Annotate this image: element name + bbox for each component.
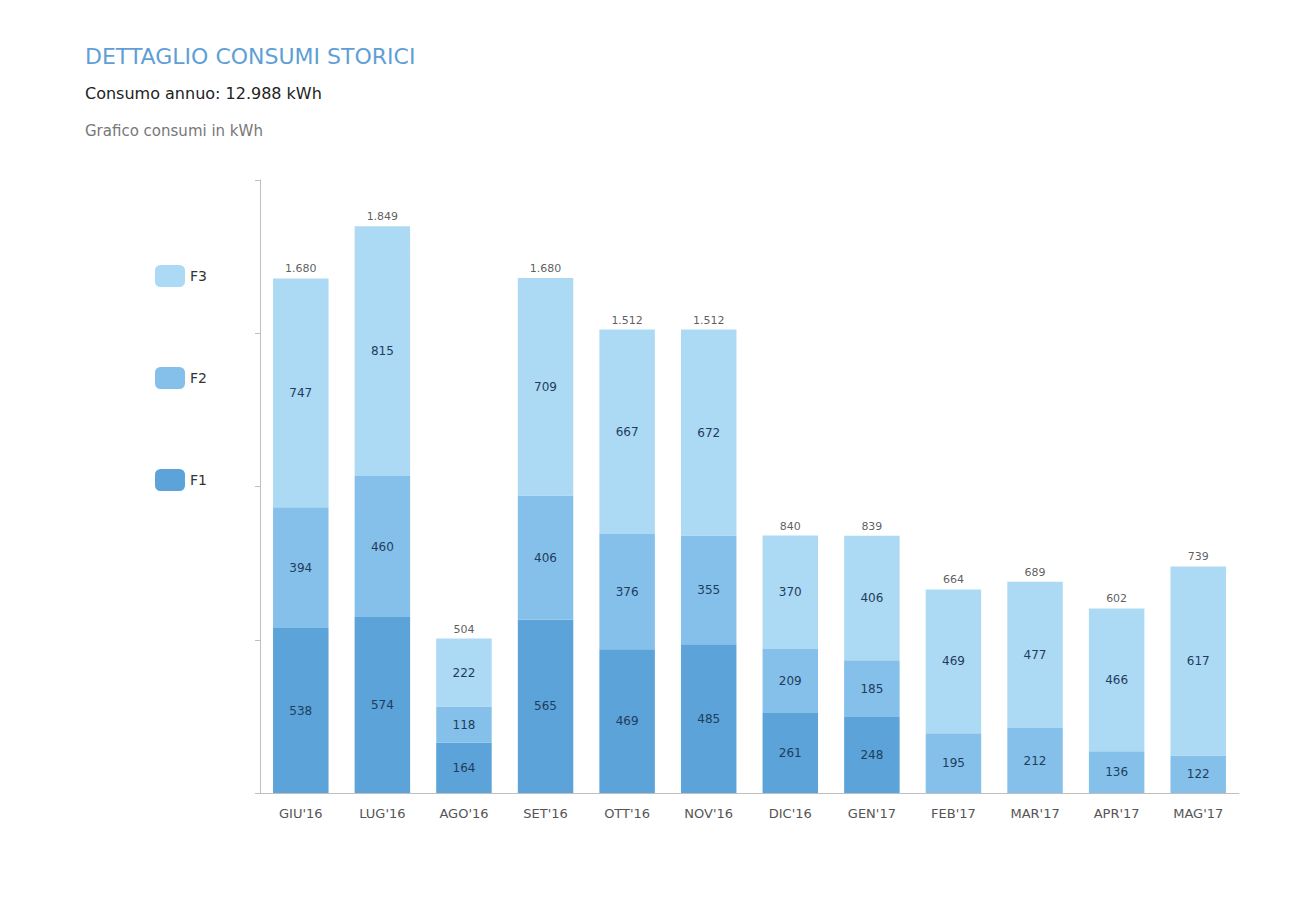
svg-text:504: 504 — [453, 623, 474, 636]
svg-text:1.680: 1.680 — [285, 262, 317, 275]
svg-text:406: 406 — [534, 551, 557, 565]
svg-text:MAG'17: MAG'17 — [1173, 806, 1223, 821]
svg-text:FEB'17: FEB'17 — [931, 806, 976, 821]
svg-text:GIU'16: GIU'16 — [279, 806, 323, 821]
svg-text:AGO'16: AGO'16 — [439, 806, 488, 821]
svg-text:185: 185 — [860, 682, 883, 696]
svg-text:469: 469 — [942, 654, 965, 668]
svg-text:672: 672 — [697, 426, 720, 440]
svg-text:839: 839 — [861, 520, 882, 533]
svg-text:122: 122 — [1187, 767, 1210, 781]
svg-text:565: 565 — [534, 699, 557, 713]
svg-text:NOV'16: NOV'16 — [684, 806, 733, 821]
svg-text:209: 209 — [779, 674, 802, 688]
svg-text:406: 406 — [860, 591, 883, 605]
svg-text:118: 118 — [453, 718, 476, 732]
svg-text:602: 602 — [1106, 592, 1127, 605]
svg-text:261: 261 — [779, 746, 802, 760]
svg-text:195: 195 — [942, 756, 965, 770]
svg-text:F2: F2 — [190, 370, 207, 386]
svg-text:1.512: 1.512 — [693, 314, 725, 327]
svg-text:212: 212 — [1024, 754, 1047, 768]
svg-text:DIC'16: DIC'16 — [769, 806, 812, 821]
svg-text:GEN'17: GEN'17 — [848, 806, 896, 821]
svg-text:Grafico consumi in kWh: Grafico consumi in kWh — [85, 122, 263, 140]
svg-text:739: 739 — [1188, 550, 1209, 563]
svg-text:164: 164 — [453, 761, 476, 775]
svg-text:DETTAGLIO CONSUMI STORICI: DETTAGLIO CONSUMI STORICI — [85, 44, 415, 69]
svg-text:APR'17: APR'17 — [1094, 806, 1140, 821]
svg-text:574: 574 — [371, 698, 394, 712]
svg-text:F3: F3 — [190, 268, 207, 284]
svg-text:1.512: 1.512 — [611, 314, 643, 327]
svg-text:709: 709 — [534, 380, 557, 394]
svg-text:747: 747 — [289, 386, 312, 400]
svg-text:466: 466 — [1105, 673, 1128, 687]
svg-text:SET'16: SET'16 — [523, 806, 568, 821]
svg-text:840: 840 — [780, 520, 801, 533]
svg-text:394: 394 — [289, 561, 312, 575]
svg-text:689: 689 — [1025, 566, 1046, 579]
svg-text:1.849: 1.849 — [367, 210, 399, 223]
svg-text:1.680: 1.680 — [530, 262, 562, 275]
svg-text:F1: F1 — [190, 472, 207, 488]
svg-text:LUG'16: LUG'16 — [359, 806, 405, 821]
svg-text:664: 664 — [943, 573, 964, 586]
svg-text:248: 248 — [860, 748, 883, 762]
svg-text:477: 477 — [1024, 648, 1047, 662]
svg-text:469: 469 — [616, 714, 639, 728]
svg-text:460: 460 — [371, 540, 394, 554]
svg-text:OTT'16: OTT'16 — [604, 806, 650, 821]
svg-text:485: 485 — [697, 712, 720, 726]
svg-text:355: 355 — [697, 583, 720, 597]
svg-text:MAR'17: MAR'17 — [1010, 806, 1059, 821]
svg-text:815: 815 — [371, 344, 394, 358]
svg-text:376: 376 — [616, 585, 639, 599]
svg-text:617: 617 — [1187, 654, 1210, 668]
svg-text:136: 136 — [1105, 765, 1128, 779]
svg-text:Consumo annuo: 12.988 kWh: Consumo annuo: 12.988 kWh — [85, 84, 322, 103]
svg-text:538: 538 — [289, 704, 312, 718]
svg-text:370: 370 — [779, 585, 802, 599]
svg-text:222: 222 — [453, 666, 476, 680]
svg-text:667: 667 — [616, 425, 639, 439]
